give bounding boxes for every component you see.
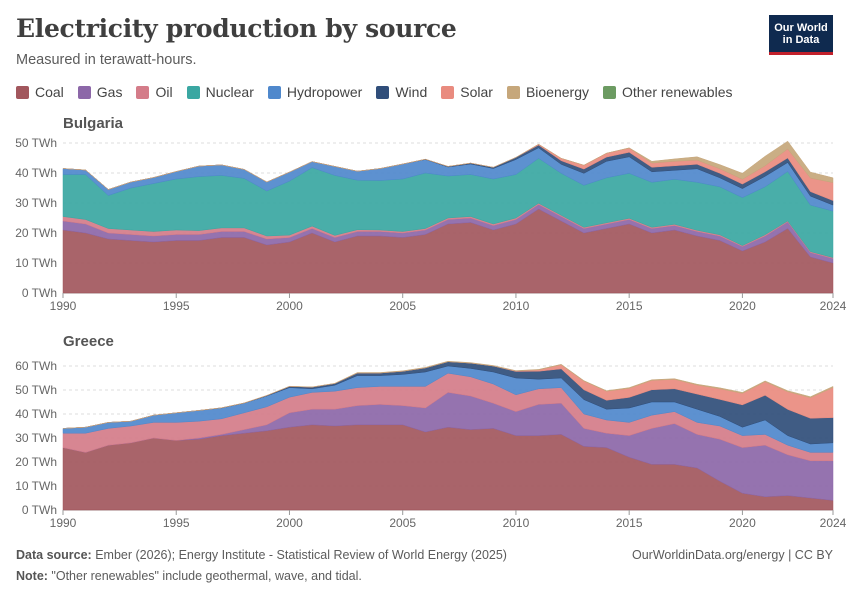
y-tick-label: 60 TWh bbox=[15, 359, 57, 373]
legend-item-gas[interactable]: Gas bbox=[77, 84, 123, 100]
data-source-label: Data source: bbox=[16, 548, 92, 562]
legend-item-bioenergy[interactable]: Bioenergy bbox=[506, 84, 589, 100]
x-tick-label: 1990 bbox=[50, 299, 77, 313]
data-source-note: Data source: Ember (2026); Energy Instit… bbox=[16, 548, 507, 562]
legend-item-oil[interactable]: Oil bbox=[136, 84, 173, 100]
legend-swatch bbox=[16, 85, 29, 99]
charts-area: Bulgaria 0 TWh 10 TWh 20 TWh 30 TWh 40 TWh 50 … bbox=[15, 115, 846, 530]
chart-panel-bulgaria: Bulgaria 0 TWh 10 TWh 20 TWh 30 TWh 40 TWh 50 … bbox=[15, 115, 846, 313]
chart-subtitle: Measured in terawatt-hours. bbox=[16, 52, 197, 68]
logo-line-1: Our World bbox=[774, 21, 828, 34]
x-tick-label: 2000 bbox=[276, 299, 303, 313]
x-tick-label: 2015 bbox=[616, 516, 643, 530]
legend-swatch bbox=[136, 85, 150, 99]
panel-title: Bulgaria bbox=[63, 115, 124, 132]
y-tick-label: 0 TWh bbox=[22, 286, 57, 300]
x-tick-label: 2024 bbox=[820, 299, 847, 313]
legend: Coal Gas Oil Nuclear Hydropower Wind Solar Bioe… bbox=[16, 84, 747, 100]
x-tick-label: 2005 bbox=[389, 299, 416, 313]
note-text: "Other renewables" include geothermal, w… bbox=[47, 569, 362, 583]
y-tick-label: 10 TWh bbox=[15, 256, 57, 270]
y-tick-label: 20 TWh bbox=[15, 226, 57, 240]
y-tick-label: 0 TWh bbox=[22, 503, 57, 517]
legend-label: Gas bbox=[96, 84, 123, 100]
x-tick-label: 1995 bbox=[163, 299, 190, 313]
data-source-text: Ember (2026); Energy Institute - Statist… bbox=[91, 548, 507, 562]
x-tick-label: 2015 bbox=[616, 299, 643, 313]
y-tick-label: 40 TWh bbox=[15, 407, 57, 421]
logo-line-2: in Data bbox=[782, 33, 820, 46]
owid-logo[interactable]: Our World in Data bbox=[769, 15, 833, 55]
x-tick-label: 2010 bbox=[503, 516, 530, 530]
legend-label: Solar bbox=[460, 84, 493, 100]
legend-swatch bbox=[506, 85, 520, 99]
legend-label: Hydropower bbox=[286, 84, 363, 100]
legend-swatch bbox=[186, 85, 200, 99]
chart-panel-greece: Greece 0 TWh 10 TWh 20 TWh 30 TWh 40 TWh 50 TW… bbox=[15, 333, 846, 530]
y-tick-label: 10 TWh bbox=[15, 479, 57, 493]
legend-item-wind[interactable]: Wind bbox=[376, 84, 427, 100]
legend-item-hydropower[interactable]: Hydropower bbox=[267, 84, 363, 100]
area-bioenergy[interactable] bbox=[62, 360, 834, 429]
y-tick-label: 20 TWh bbox=[15, 455, 57, 469]
x-tick-label: 2024 bbox=[820, 516, 847, 530]
x-tick-label: 1995 bbox=[163, 516, 190, 530]
legend-swatch bbox=[267, 85, 281, 99]
y-tick-label: 30 TWh bbox=[15, 431, 57, 445]
y-tick-label: 30 TWh bbox=[15, 196, 57, 210]
legend-label: Wind bbox=[395, 84, 428, 100]
legend-label: Oil bbox=[155, 84, 173, 100]
legend-item-coal[interactable]: Coal bbox=[16, 84, 64, 100]
y-tick-label: 50 TWh bbox=[15, 136, 57, 150]
legend-label: Coal bbox=[35, 84, 64, 100]
y-tick-label: 40 TWh bbox=[15, 166, 57, 180]
footnote: Note: "Other renewables" include geother… bbox=[16, 569, 362, 583]
panel-title: Greece bbox=[63, 333, 114, 350]
y-tick-label: 50 TWh bbox=[15, 383, 57, 397]
credit-link[interactable]: OurWorldinData.org/energy | CC BY bbox=[631, 548, 833, 562]
area-bioenergy[interactable] bbox=[62, 140, 834, 190]
legend-swatch bbox=[77, 85, 91, 99]
x-tick-label: 2005 bbox=[389, 516, 416, 530]
x-tick-label: 2020 bbox=[729, 516, 756, 530]
x-tick-label: 2020 bbox=[729, 299, 756, 313]
x-tick-label: 2010 bbox=[503, 299, 530, 313]
legend-swatch bbox=[602, 85, 616, 99]
x-tick-label: 2000 bbox=[276, 516, 303, 530]
chart-title: Electricity production by source bbox=[16, 14, 457, 43]
legend-swatch bbox=[376, 85, 390, 99]
legend-item-solar[interactable]: Solar bbox=[441, 84, 493, 100]
legend-item-other-renewables[interactable]: Other renewables bbox=[602, 84, 733, 100]
legend-label: Nuclear bbox=[205, 84, 254, 100]
legend-label: Bioenergy bbox=[525, 84, 589, 100]
legend-item-nuclear[interactable]: Nuclear bbox=[186, 84, 254, 100]
legend-label: Other renewables bbox=[621, 84, 733, 100]
note-label: Note: bbox=[16, 569, 48, 583]
legend-swatch bbox=[441, 85, 455, 99]
x-tick-label: 1990 bbox=[50, 516, 77, 530]
